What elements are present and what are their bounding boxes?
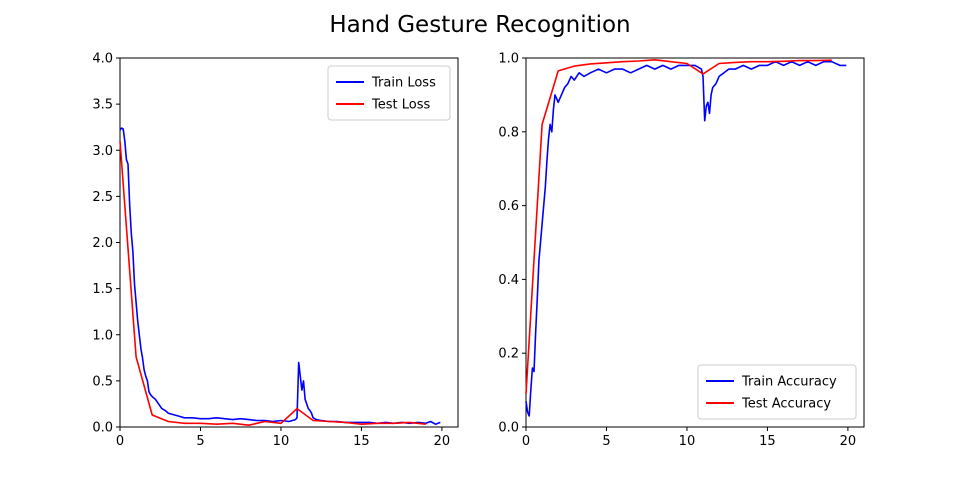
legend: Train Loss Test Loss (327, 65, 451, 121)
y-tick-label: 2.5 (92, 190, 113, 205)
y-tick-label: 0.0 (498, 421, 519, 436)
x-tick-label: 5 (196, 434, 204, 449)
x-tick-label: 10 (679, 434, 696, 449)
x-tick-label: 0 (116, 434, 124, 449)
legend-label: Test Loss (371, 98, 430, 113)
y-tick-label: 0.4 (498, 273, 519, 288)
figure-title: Hand Gesture Recognition (329, 12, 631, 38)
y-tick-label: 0.8 (498, 125, 519, 140)
y-tick-label: 3.5 (92, 98, 113, 113)
y-tick-label: 1.0 (498, 52, 519, 67)
chart-2: 0 5 10 15 20 0.0 0.2 0.4 0.6 0.8 1.0 Train Accuracy… (498, 52, 865, 449)
chart-1: 0 5 10 15 20 0.0 0.5 1.0 1.5 2.0 2.5 3.0 3.5 4.0 Train… (92, 52, 459, 449)
y-tick-label: 2.0 (92, 236, 113, 251)
x-tick-label: 5 (602, 434, 610, 449)
x-tick-label: 10 (273, 434, 290, 449)
legend-label: Train Accuracy (741, 375, 837, 390)
y-tick-label: 3.0 (92, 144, 113, 159)
series-line-test-loss (119, 140, 426, 427)
series-line-test-accuracy (525, 58, 832, 394)
x-tick-label: 20 (434, 434, 451, 449)
legend: Train Accuracy Test Accuracy (697, 364, 857, 420)
y-tick-label: 0.6 (498, 199, 519, 214)
y-tick-label: 0.2 (498, 347, 519, 362)
x-tick-label: 15 (353, 434, 370, 449)
x-tick-label: 0 (522, 434, 530, 449)
legend-label: Train Loss (371, 76, 436, 91)
y-tick-label: 1.5 (92, 282, 113, 297)
x-tick-label: 15 (759, 434, 776, 449)
legend-box (327, 65, 451, 121)
y-tick-label: 0.0 (92, 421, 113, 436)
y-tick-label: 1.0 (92, 328, 113, 343)
y-tick-label: 4.0 (92, 52, 113, 67)
legend-box (697, 364, 857, 420)
y-tick-label: 0.5 (92, 374, 113, 389)
legend-label: Test Accuracy (741, 397, 831, 412)
series-line-train-accuracy (525, 60, 847, 417)
x-tick-label: 20 (840, 434, 857, 449)
